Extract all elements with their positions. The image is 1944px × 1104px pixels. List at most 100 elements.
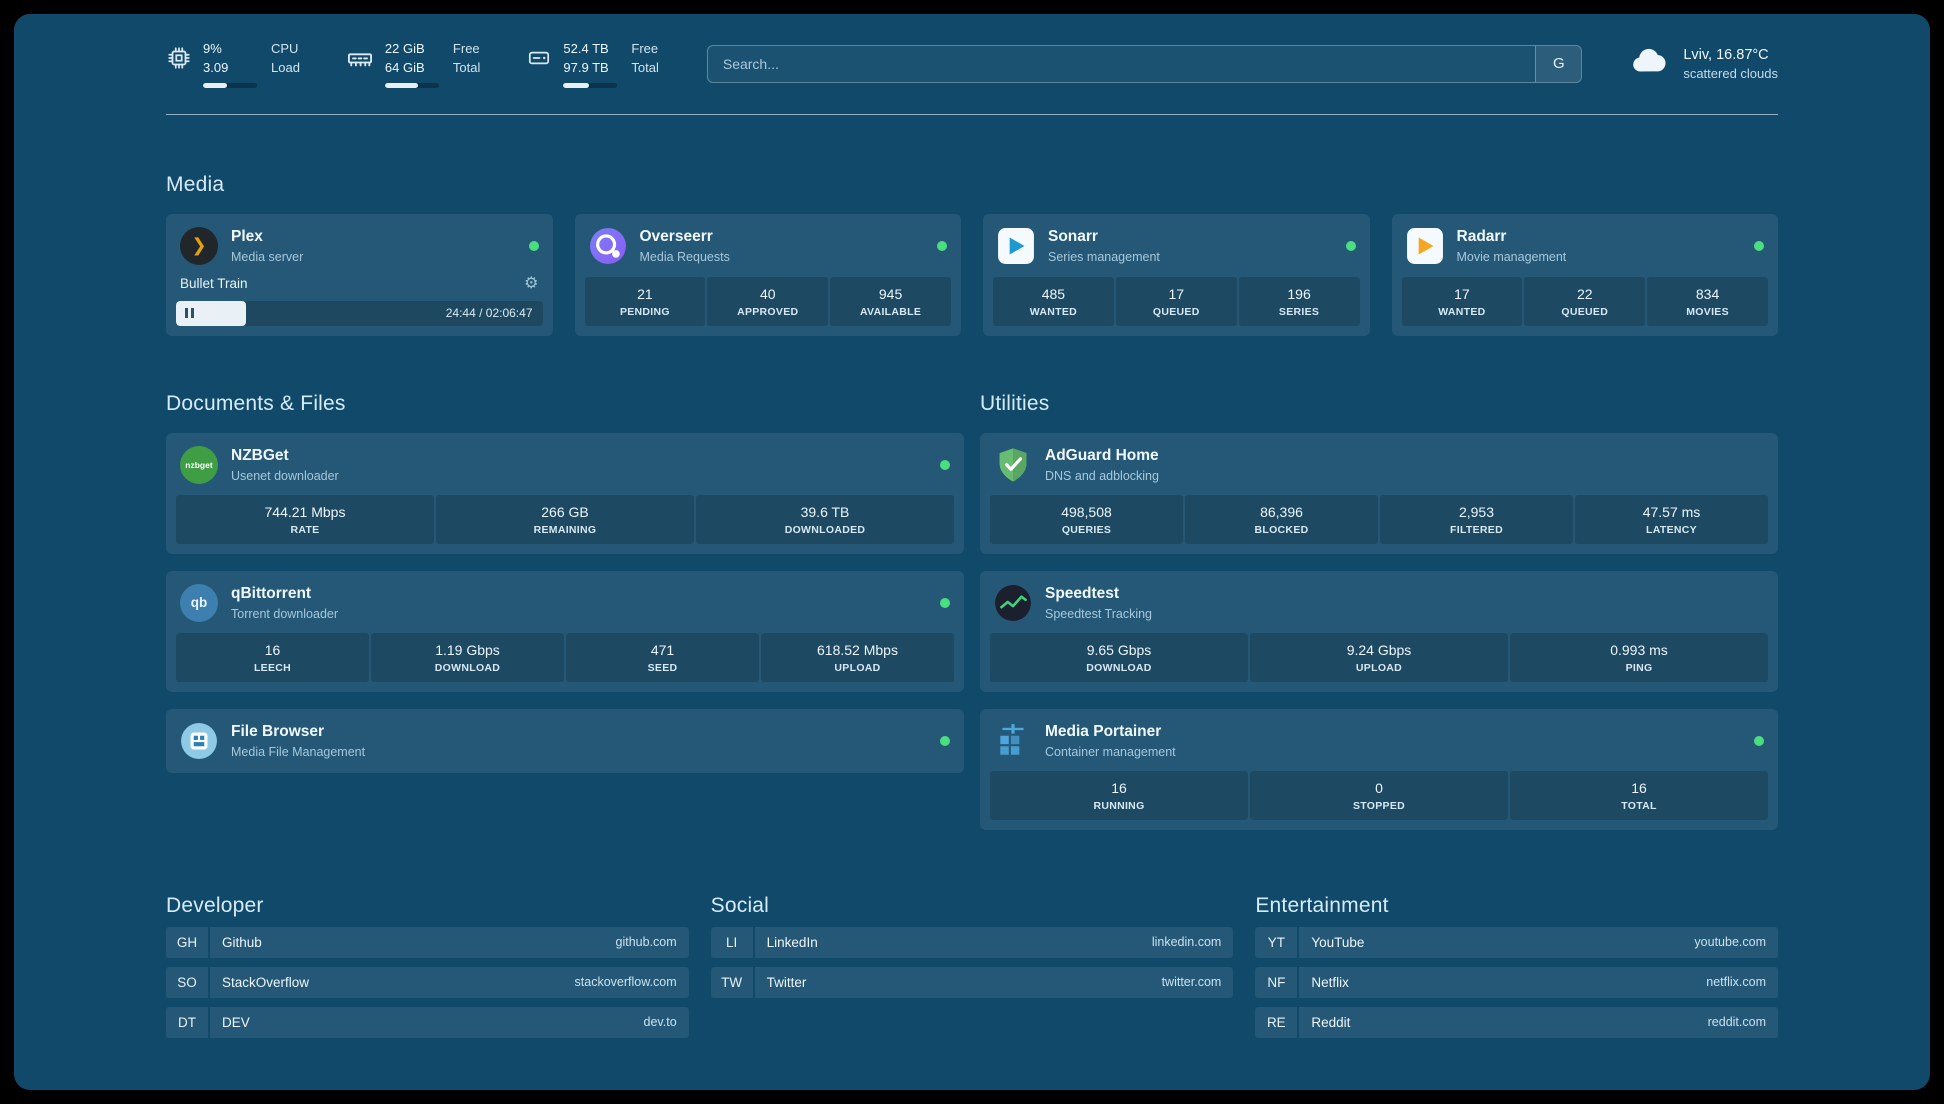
playback-time: 24:44 / 02:06:47 (445, 306, 533, 321)
service-subtitle: Media File Management (231, 744, 366, 759)
bookmark-abbr: TW (710, 966, 753, 998)
bookmark-abbr: YT (1255, 926, 1298, 958)
status-dot (1754, 735, 1764, 746)
bookmark-abbr: GH (166, 926, 208, 958)
section-title-utilities: Utilities (980, 391, 1050, 415)
service-name: Sonarr (1048, 227, 1098, 245)
memory-free-label: Free (452, 41, 480, 56)
cpu-icon (166, 45, 192, 76)
section-media: Media ❯ Plex Media server Bullet Train (166, 173, 1778, 336)
bookmark-reddit[interactable]: RE Reddit reddit.com (1255, 1006, 1778, 1038)
playback-progress-fill (176, 300, 246, 326)
topbar-divider (166, 113, 1778, 115)
bookmark-linkedin[interactable]: LI LinkedIn linkedin.com (710, 926, 1234, 958)
disk-bar (563, 82, 618, 88)
service-card-speedtest[interactable]: Speedtest Speedtest Tracking 9.65 Gbps DO… (980, 570, 1778, 692)
disk-icon (526, 45, 552, 76)
bookmark-github[interactable]: GH Github github.com (166, 926, 689, 958)
cpu-load-label: Load (271, 59, 300, 75)
service-card-nzbget[interactable]: nzbget NZBGet Usenet downloader 744.21 M… (166, 432, 964, 554)
weather-location: Lviv, 16.87°C (1683, 46, 1769, 63)
playback-progress-bar[interactable]: 24:44 / 02:06:47 (176, 300, 543, 326)
stat-stopped: 0 STOPPED (1250, 770, 1508, 820)
status-dot (528, 240, 539, 251)
section-documents: Documents & Files nzbget NZBGet Usenet d… (166, 392, 964, 830)
bookmark-abbr: LI (710, 926, 753, 958)
bookmark-netflix[interactable]: NF Netflix netflix.com (1255, 966, 1778, 998)
cpu-label: CPU (271, 41, 299, 56)
service-name: File Browser (231, 722, 325, 740)
bookmark-twitter[interactable]: TW Twitter twitter.com (710, 966, 1234, 998)
stat-downloaded: 39.6 TB DOWNLOADED (696, 494, 954, 544)
service-name: NZBGet (231, 446, 289, 464)
bookmark-name: Netflix (1311, 974, 1349, 990)
status-dot (940, 735, 950, 746)
bookmark-url: youtube.com (1694, 935, 1766, 950)
stat-series: 196 SERIES (1238, 276, 1360, 326)
section-title-documents: Documents & Files (166, 391, 346, 415)
service-card-plex[interactable]: ❯ Plex Media server Bullet Train ⚙ (166, 213, 553, 336)
memory-free-value: 22 GiB (384, 41, 425, 56)
service-card-qbittorrent[interactable]: qb qBittorrent Torrent downloader 16 LEEC… (166, 570, 964, 692)
bookmark-name: Reddit (1311, 1014, 1351, 1030)
memory-icon (346, 45, 374, 78)
disk-free-label: Free (631, 41, 659, 56)
stat-remaining: 266 GB REMAINING (436, 494, 694, 544)
service-subtitle: Torrent downloader (231, 606, 339, 621)
bookmark-url: github.com (615, 935, 677, 950)
stat-rate: 744.21 Mbps RATE (176, 494, 434, 544)
bookmark-name: Github (222, 934, 262, 950)
adguard-icon (994, 446, 1032, 484)
service-card-portainer[interactable]: Media Portainer Container management 16 R… (980, 708, 1778, 830)
cloud-icon (1628, 40, 1670, 87)
bookmark-name: LinkedIn (766, 934, 818, 950)
memory-bar (384, 82, 439, 88)
service-name: Radarr (1456, 227, 1507, 245)
stat-queries: 498,508 QUERIES (990, 494, 1183, 544)
service-card-adguard[interactable]: AdGuard Home DNS and adblocking 498,508 Q… (980, 432, 1778, 554)
service-name: Media Portainer (1045, 722, 1162, 740)
stat-filtered: 2,953 FILTERED (1380, 494, 1573, 544)
cpu-percent: 9% (203, 41, 222, 56)
disk-widget: 52.4 TB 97.9 TB Free Total (526, 40, 659, 88)
stat-upload: 9.24 Gbps UPLOAD (1250, 632, 1508, 682)
topbar: 9% 3.09 CPU Load (166, 40, 1778, 88)
service-subtitle: Movie management (1456, 249, 1567, 264)
section-title-media: Media (166, 172, 225, 196)
sonarr-icon (997, 227, 1035, 265)
service-subtitle: Media server (231, 249, 304, 264)
dashboard: 9% 3.09 CPU Load (14, 14, 1930, 1090)
bookmark-stackoverflow[interactable]: SO StackOverflow stackoverflow.com (166, 966, 689, 998)
service-card-filebrowser[interactable]: File Browser Media File Management (166, 708, 964, 773)
bookmark-url: dev.to (643, 1015, 677, 1030)
overseerr-icon (589, 227, 627, 265)
search-provider-button[interactable]: G (1535, 45, 1582, 82)
stat-available: 945 AVAILABLE (830, 276, 951, 326)
stat-leech: 16 LEECH (176, 632, 369, 682)
qbittorrent-icon: qb (180, 583, 218, 622)
section-title-developer: Developer (166, 893, 264, 917)
service-name: AdGuard Home (1045, 446, 1159, 464)
bookmark-abbr: SO (166, 966, 208, 998)
service-name: Plex (231, 227, 263, 245)
cpu-widget: 9% 3.09 CPU Load (166, 40, 300, 88)
service-card-radarr[interactable]: Radarr Movie management 17 WANTED 22 QUEUE… (1391, 213, 1778, 336)
section-title-social: Social (710, 893, 770, 917)
pause-icon[interactable] (185, 308, 194, 319)
status-dot (940, 459, 950, 470)
service-card-sonarr[interactable]: Sonarr Series management 485 WANTED 17 QUE… (983, 213, 1370, 336)
gear-icon[interactable]: ⚙ (524, 274, 539, 292)
bookmark-youtube[interactable]: YT YouTube youtube.com (1255, 926, 1778, 958)
service-name: Overseerr (639, 227, 713, 245)
bookmark-group-entertainment: Entertainment YT YouTube youtube.com NF … (1255, 894, 1778, 1038)
speedtest-icon (994, 584, 1032, 622)
service-card-overseerr[interactable]: Overseerr Media Requests 21 PENDING 40 APP… (574, 213, 961, 336)
stat-approved: 40 APPROVED (707, 276, 829, 326)
service-subtitle: Speedtest Tracking (1045, 606, 1153, 621)
bookmark-dev[interactable]: DT DEV dev.to (166, 1006, 689, 1038)
search-input[interactable] (707, 45, 1536, 82)
stat-queued: 17 QUEUED (1115, 276, 1237, 326)
disk-free-value: 52.4 TB (563, 41, 609, 56)
weather-widget[interactable]: Lviv, 16.87°C scattered clouds (1628, 40, 1778, 87)
bookmark-url: netflix.com (1706, 975, 1766, 990)
